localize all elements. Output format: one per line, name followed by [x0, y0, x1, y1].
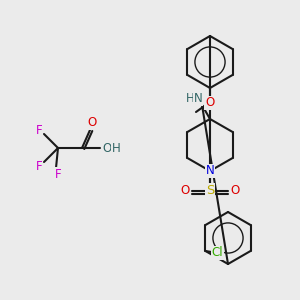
Text: H: H	[186, 92, 194, 106]
Text: O: O	[102, 142, 112, 154]
Text: H: H	[112, 142, 120, 154]
Text: F: F	[36, 124, 42, 136]
Text: Cl: Cl	[212, 247, 223, 260]
Text: N: N	[194, 92, 202, 106]
Text: F: F	[36, 160, 42, 172]
Text: N: N	[206, 164, 214, 178]
Text: O: O	[206, 97, 214, 110]
Text: O: O	[180, 184, 190, 197]
Text: O: O	[87, 116, 97, 130]
Text: F: F	[55, 167, 61, 181]
Text: O: O	[230, 184, 240, 197]
Text: S: S	[206, 184, 214, 197]
